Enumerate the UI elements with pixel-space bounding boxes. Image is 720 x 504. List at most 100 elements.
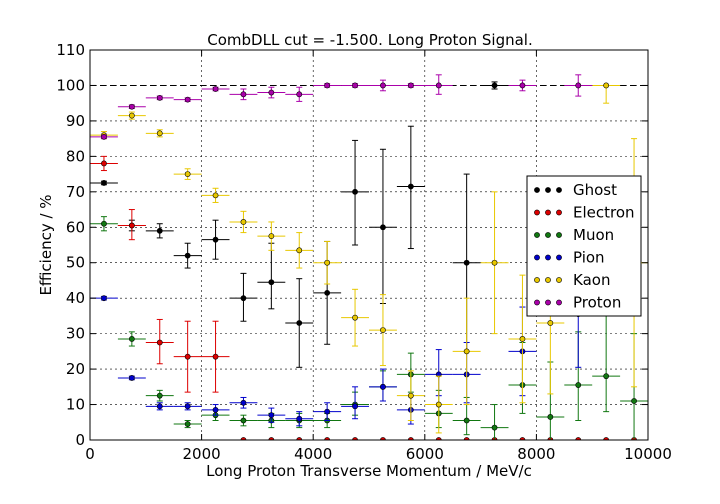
y-tick-label: 60	[66, 218, 85, 236]
legend-marker	[534, 187, 540, 193]
data-point	[296, 247, 303, 254]
data-point	[268, 279, 275, 286]
legend-marker	[545, 299, 551, 306]
legend-marker	[545, 232, 551, 238]
data-point	[212, 406, 219, 413]
legend-label: Electron	[573, 204, 635, 222]
data-point	[380, 327, 386, 333]
data-point	[435, 82, 442, 89]
legend-marker	[534, 277, 540, 283]
data-point	[463, 259, 470, 266]
x-tick-label: 0	[85, 445, 95, 463]
data-point	[324, 289, 331, 296]
legend-marker	[556, 299, 562, 306]
data-point	[212, 192, 219, 199]
y-tick-label: 100	[56, 76, 85, 94]
legend-marker	[534, 299, 540, 306]
data-point	[296, 320, 303, 326]
data-point	[547, 320, 554, 326]
data-point	[212, 353, 219, 360]
data-point	[128, 222, 135, 229]
data-point	[156, 339, 163, 346]
plot-frame	[89, 49, 649, 441]
data-point	[603, 82, 610, 89]
data-point	[519, 336, 526, 342]
data-point	[156, 227, 163, 234]
legend-item-pion: Pion	[534, 249, 605, 267]
y-tick-label: 90	[66, 112, 85, 130]
data-point	[324, 82, 331, 89]
data-point	[463, 348, 470, 355]
data-point	[156, 403, 163, 410]
data-point	[491, 424, 498, 431]
legend-item-ghost: Ghost	[534, 181, 617, 199]
data-point	[352, 82, 358, 89]
x-tick-label: 10000	[624, 445, 672, 463]
data-point	[156, 130, 163, 137]
legend-label: Muon	[573, 226, 614, 244]
legend-label: Pion	[573, 249, 605, 267]
data-point	[240, 295, 247, 302]
data-point	[268, 412, 275, 419]
data-point	[128, 112, 135, 119]
x-tick-label: 4000	[294, 445, 332, 463]
data-point	[101, 180, 107, 186]
data-point	[324, 259, 331, 266]
data-point	[407, 183, 414, 190]
y-tick-label: 110	[56, 41, 85, 59]
y-tick-label: 80	[66, 147, 85, 165]
y-axis-label: Efficiency / %	[37, 194, 55, 295]
legend-marker	[545, 209, 551, 216]
data-point	[240, 91, 247, 98]
x-axis-label: Long Proton Transverse Momentum / MeV/c	[206, 462, 532, 480]
x-tick-label: 2000	[183, 445, 221, 463]
data-point	[352, 188, 358, 195]
data-point	[212, 236, 219, 243]
legend-marker	[534, 232, 540, 238]
series-pion	[90, 260, 593, 427]
data-point	[184, 353, 191, 360]
data-point	[240, 417, 247, 424]
data-point	[184, 421, 191, 427]
legend-marker	[556, 277, 562, 283]
data-point	[128, 336, 135, 342]
data-point	[380, 224, 386, 231]
data-point	[575, 382, 582, 388]
data-point	[184, 171, 191, 177]
data-point	[184, 252, 191, 259]
data-point	[324, 408, 331, 415]
legend-marker	[534, 209, 540, 216]
data-point	[101, 133, 107, 140]
y-tick-label: 20	[66, 360, 85, 378]
legend: Ghost Electron Muon Pion Kaon Proton	[526, 175, 642, 317]
data-point	[184, 96, 191, 103]
data-point	[352, 403, 358, 410]
y-tick-label: 0	[75, 431, 85, 449]
legend-marker	[556, 187, 562, 193]
legend-marker	[556, 209, 562, 216]
legend-marker	[545, 187, 551, 193]
y-tick-label: 10	[66, 396, 85, 414]
legend-marker	[534, 254, 540, 261]
series-proton	[90, 74, 593, 140]
y-tick-label: 70	[66, 183, 85, 201]
legend-marker	[545, 254, 551, 261]
legend-marker	[556, 254, 562, 261]
legend-label: Proton	[573, 294, 621, 312]
data-point	[128, 375, 135, 381]
data-point	[240, 219, 247, 225]
data-point	[212, 86, 219, 92]
legend-item-kaon: Kaon	[534, 271, 610, 289]
data-point	[407, 82, 414, 89]
y-tick-label: 30	[66, 325, 85, 343]
legend-label: Kaon	[573, 271, 610, 289]
legend-item-muon: Muon	[534, 226, 614, 244]
series-ghost	[90, 81, 509, 368]
data-point	[407, 392, 414, 399]
data-point	[435, 401, 442, 408]
data-point	[519, 82, 526, 89]
data-point	[156, 392, 163, 399]
data-point	[184, 403, 191, 410]
data-point	[380, 82, 386, 89]
